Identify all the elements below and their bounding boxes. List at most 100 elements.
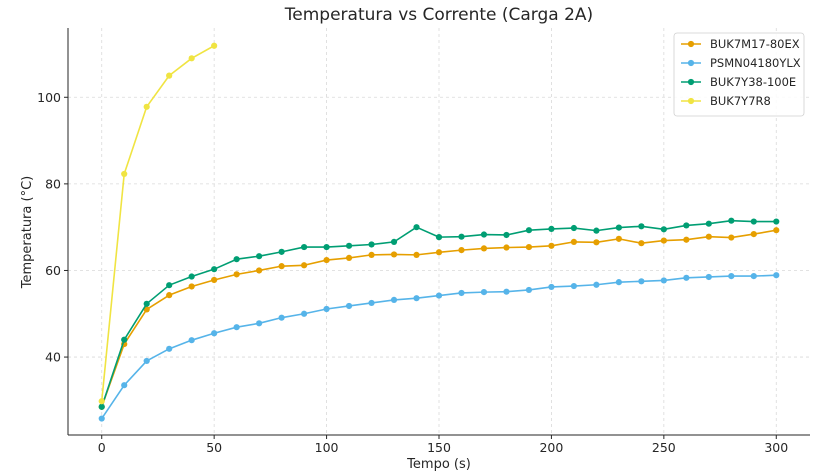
- data-point: [435, 249, 443, 256]
- data-point: [773, 227, 780, 234]
- data-point: [300, 262, 308, 269]
- chart-title: Temperatura vs Corrente (Carga 2A): [284, 5, 593, 25]
- data-point: [660, 277, 667, 284]
- legend-swatch-marker: [687, 78, 695, 86]
- series-PSMN04180YLX: [98, 272, 780, 422]
- data-point: [278, 263, 285, 270]
- x-tick-label: 150: [427, 440, 451, 455]
- data-point: [480, 245, 488, 252]
- data-point: [683, 236, 690, 243]
- data-point: [98, 403, 105, 410]
- data-point: [480, 289, 488, 296]
- data-point: [728, 272, 735, 280]
- data-point: [773, 218, 780, 225]
- data-point: [368, 299, 375, 307]
- legend-frame: [673, 32, 805, 117]
- legend-label: BUK7Y7R8: [710, 94, 771, 108]
- x-tick-label: 200: [539, 440, 563, 455]
- legend-item: BUK7Y38-100E: [681, 75, 796, 89]
- data-point: [188, 337, 195, 344]
- x-tick-label: 0: [98, 440, 106, 455]
- data-point: [615, 279, 622, 286]
- data-point: [570, 238, 578, 245]
- series-BUK7Y38-100E: [98, 217, 780, 410]
- data-point: [98, 398, 105, 405]
- data-point: [773, 272, 780, 279]
- data-point: [121, 336, 128, 343]
- data-point: [728, 217, 735, 224]
- data-point: [525, 286, 533, 294]
- data-point: [368, 251, 375, 258]
- data-point: [211, 42, 218, 49]
- y-tick-label: 100: [37, 90, 61, 105]
- data-point: [121, 382, 128, 389]
- data-point: [390, 296, 398, 304]
- data-point: [638, 223, 645, 230]
- data-point: [548, 242, 555, 249]
- data-point: [121, 170, 128, 178]
- series-line: [100, 45, 215, 402]
- data-point: [188, 273, 195, 280]
- data-point: [143, 103, 150, 110]
- legend-label: BUK7M17-80EX: [710, 37, 800, 51]
- data-point: [750, 272, 757, 280]
- data-point: [525, 227, 533, 234]
- y-axis-label: Temperatura (°C): [20, 176, 35, 289]
- data-point: [480, 231, 488, 238]
- data-point: [458, 247, 465, 254]
- data-point: [435, 292, 443, 299]
- data-point: [278, 248, 285, 255]
- legend-label: BUK7Y38-100E: [710, 75, 796, 89]
- data-point: [300, 243, 308, 251]
- data-point: [166, 292, 173, 299]
- data-point: [705, 220, 712, 227]
- data-point: [413, 224, 420, 231]
- data-point: [638, 240, 645, 247]
- x-tick-label: 100: [315, 440, 339, 455]
- x-tick-label: 250: [652, 440, 676, 455]
- data-point: [570, 224, 578, 232]
- legend: BUK7M17-80EX PSMN04180YLX BUK7Y38-100E BUK7…: [673, 32, 805, 117]
- data-point: [256, 253, 263, 260]
- data-point: [188, 55, 195, 62]
- data-point: [345, 302, 353, 310]
- x-tick-label: 300: [764, 440, 788, 455]
- legend-swatch-marker: [687, 97, 695, 105]
- data-point: [98, 415, 105, 422]
- data-point: [660, 226, 667, 233]
- legend-item: PSMN04180YLX: [681, 56, 801, 70]
- data-point: [503, 231, 510, 239]
- data-point: [458, 289, 465, 297]
- data-point: [615, 224, 622, 231]
- data-point: [660, 237, 667, 244]
- data-point: [143, 357, 150, 365]
- data-point: [256, 267, 263, 274]
- x-tick-label: 50: [206, 440, 222, 455]
- data-point: [345, 242, 353, 249]
- data-point: [345, 254, 353, 262]
- data-point: [728, 234, 735, 241]
- data-point: [705, 233, 712, 240]
- data-point: [368, 241, 375, 248]
- data-point: [593, 227, 600, 234]
- legend-item: BUK7Y7R8: [681, 94, 771, 108]
- data-point: [458, 233, 465, 240]
- data-point: [143, 300, 150, 307]
- data-point: [390, 238, 398, 245]
- data-point: [188, 283, 195, 290]
- data-point: [323, 305, 330, 313]
- data-point: [593, 281, 600, 288]
- data-point: [413, 295, 420, 302]
- data-point: [413, 251, 420, 258]
- data-point: [143, 306, 150, 313]
- data-point: [435, 234, 443, 241]
- y-tick-label: 60: [45, 263, 61, 278]
- data-point: [683, 274, 690, 281]
- data-point: [683, 222, 690, 229]
- data-point: [525, 243, 533, 251]
- series-BUK7Y7R8: [98, 42, 218, 405]
- data-point: [323, 256, 330, 264]
- data-point: [503, 288, 510, 295]
